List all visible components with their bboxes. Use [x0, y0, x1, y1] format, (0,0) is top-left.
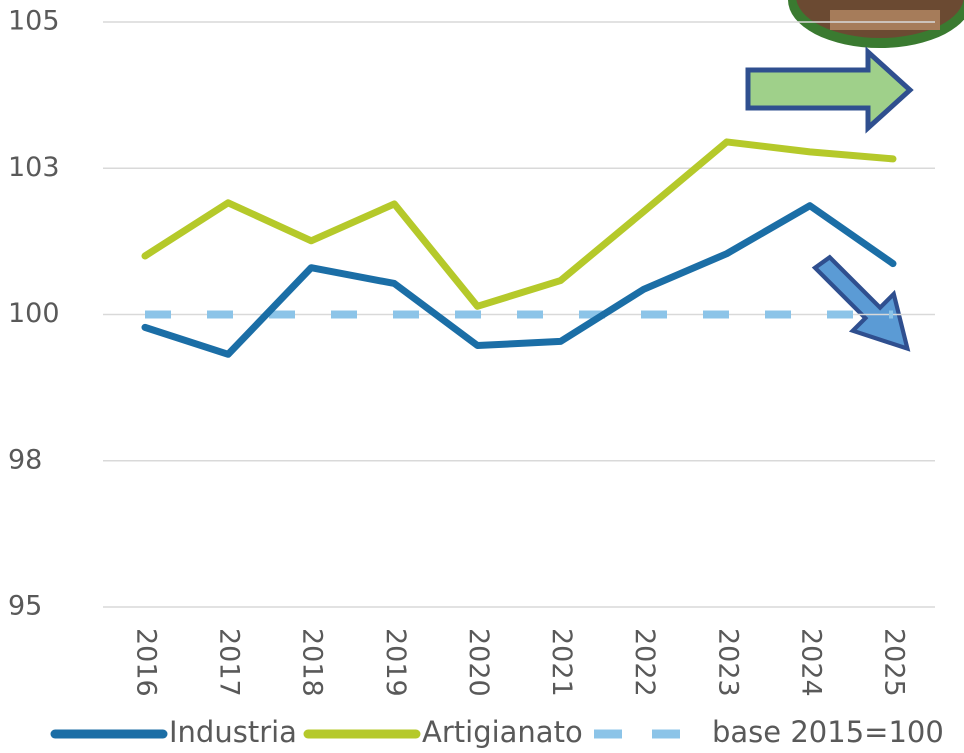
x-tick-label: 2024: [795, 628, 826, 697]
legend-label: Artigianato: [422, 715, 583, 749]
y-tick-label: 98: [8, 444, 42, 475]
arrow-right-decoration: [745, 46, 914, 134]
series-line: [141, 138, 897, 310]
legend-label: base 2015=100: [712, 715, 944, 749]
x-tick-label: 2021: [546, 628, 577, 697]
photo-decoration: [788, 0, 964, 48]
x-tick-label: 2022: [629, 628, 660, 697]
y-tick-label: 103: [8, 152, 60, 183]
x-tick-label: 2019: [380, 628, 411, 697]
y-tick-label: 105: [8, 6, 60, 37]
x-tick-label: 2018: [297, 628, 328, 697]
series-line: [141, 202, 897, 358]
arrow-down-decoration: [811, 254, 911, 352]
x-tick-label: 2025: [879, 628, 910, 697]
y-tick-label: 100: [8, 298, 60, 329]
y-tick-label: 95: [8, 591, 42, 622]
x-tick-label: 2023: [712, 628, 743, 697]
x-tick-label: 2020: [463, 628, 494, 697]
legend-label: Industria: [169, 715, 297, 749]
x-tick-label: 2017: [214, 628, 245, 697]
x-tick-label: 2016: [131, 628, 162, 697]
